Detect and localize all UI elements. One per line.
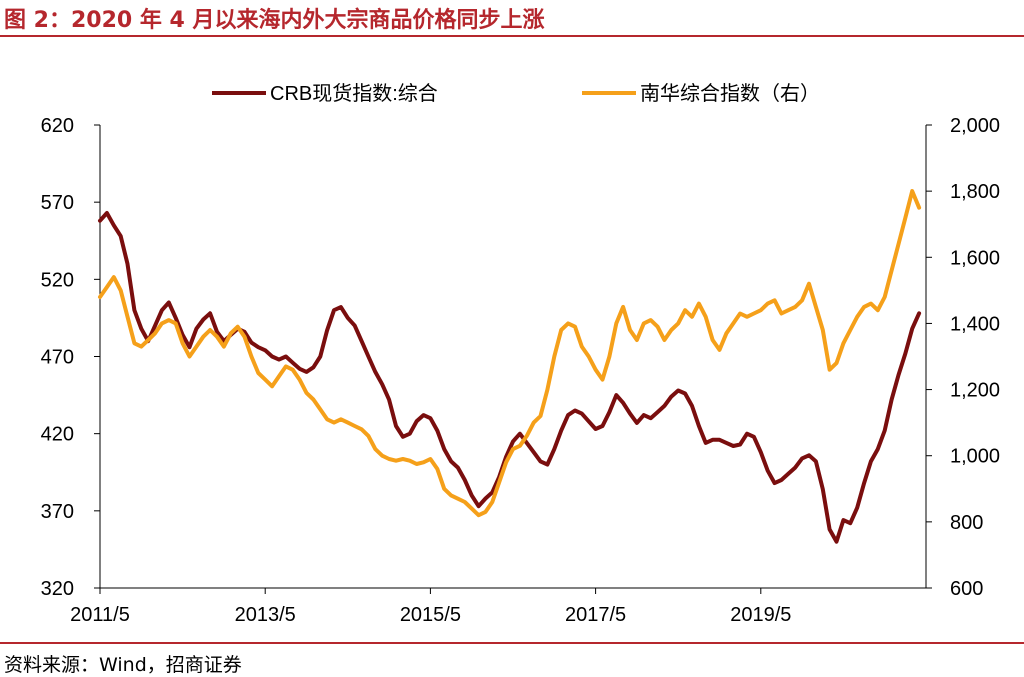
chart-series [98,189,922,544]
y-left-tick-label: 520 [41,269,74,291]
series-line-nanhua [98,189,922,518]
legend-label-nanhua: 南华综合指数（右） [640,82,820,105]
series-line-crb [98,211,922,544]
x-tick-label: 2015/5 [400,604,461,626]
x-tick-label: 2019/5 [730,604,791,626]
x-tick-label: 2013/5 [235,604,296,626]
y-left-tick-label: 470 [41,347,74,369]
y-right-tick-label: 1,800 [950,181,1000,203]
y-left-tick-label: 620 [41,115,74,137]
y-left-tick-label: 370 [41,501,74,523]
y-right-tick-label: 1,600 [950,247,1000,269]
y-left-tick-label: 320 [41,578,74,600]
y-right-tick-label: 2,000 [950,115,1000,137]
y-right-tick-label: 1,400 [950,313,1000,335]
chart-axes: 620 570 520 470 420 370 320 2,000 1,800 1,600 1,40… [41,115,1000,626]
y-left-tick-label: 570 [41,192,74,214]
chart-legend: CRB现货指数:综合 南华综合指数（右） [212,82,820,105]
y-right-tick-label: 1,000 [950,446,1000,468]
y-right-tick-label: 600 [950,578,983,600]
x-tick-label: 2017/5 [565,604,626,626]
y-right-tick-label: 1,200 [950,380,1000,402]
footer-rule [0,642,1024,644]
source-note: 资料来源：Wind，招商证券 [4,654,242,676]
x-tick-label: 2011/5 [70,604,130,626]
figure-title: 图 2：2020 年 4 月以来海内外大宗商品价格同步上涨 [4,8,545,33]
legend-label-crb: CRB现货指数:综合 [270,82,438,105]
title-rule [0,35,1024,37]
y-left-tick-label: 420 [41,424,74,446]
y-right-tick-label: 800 [950,512,983,534]
